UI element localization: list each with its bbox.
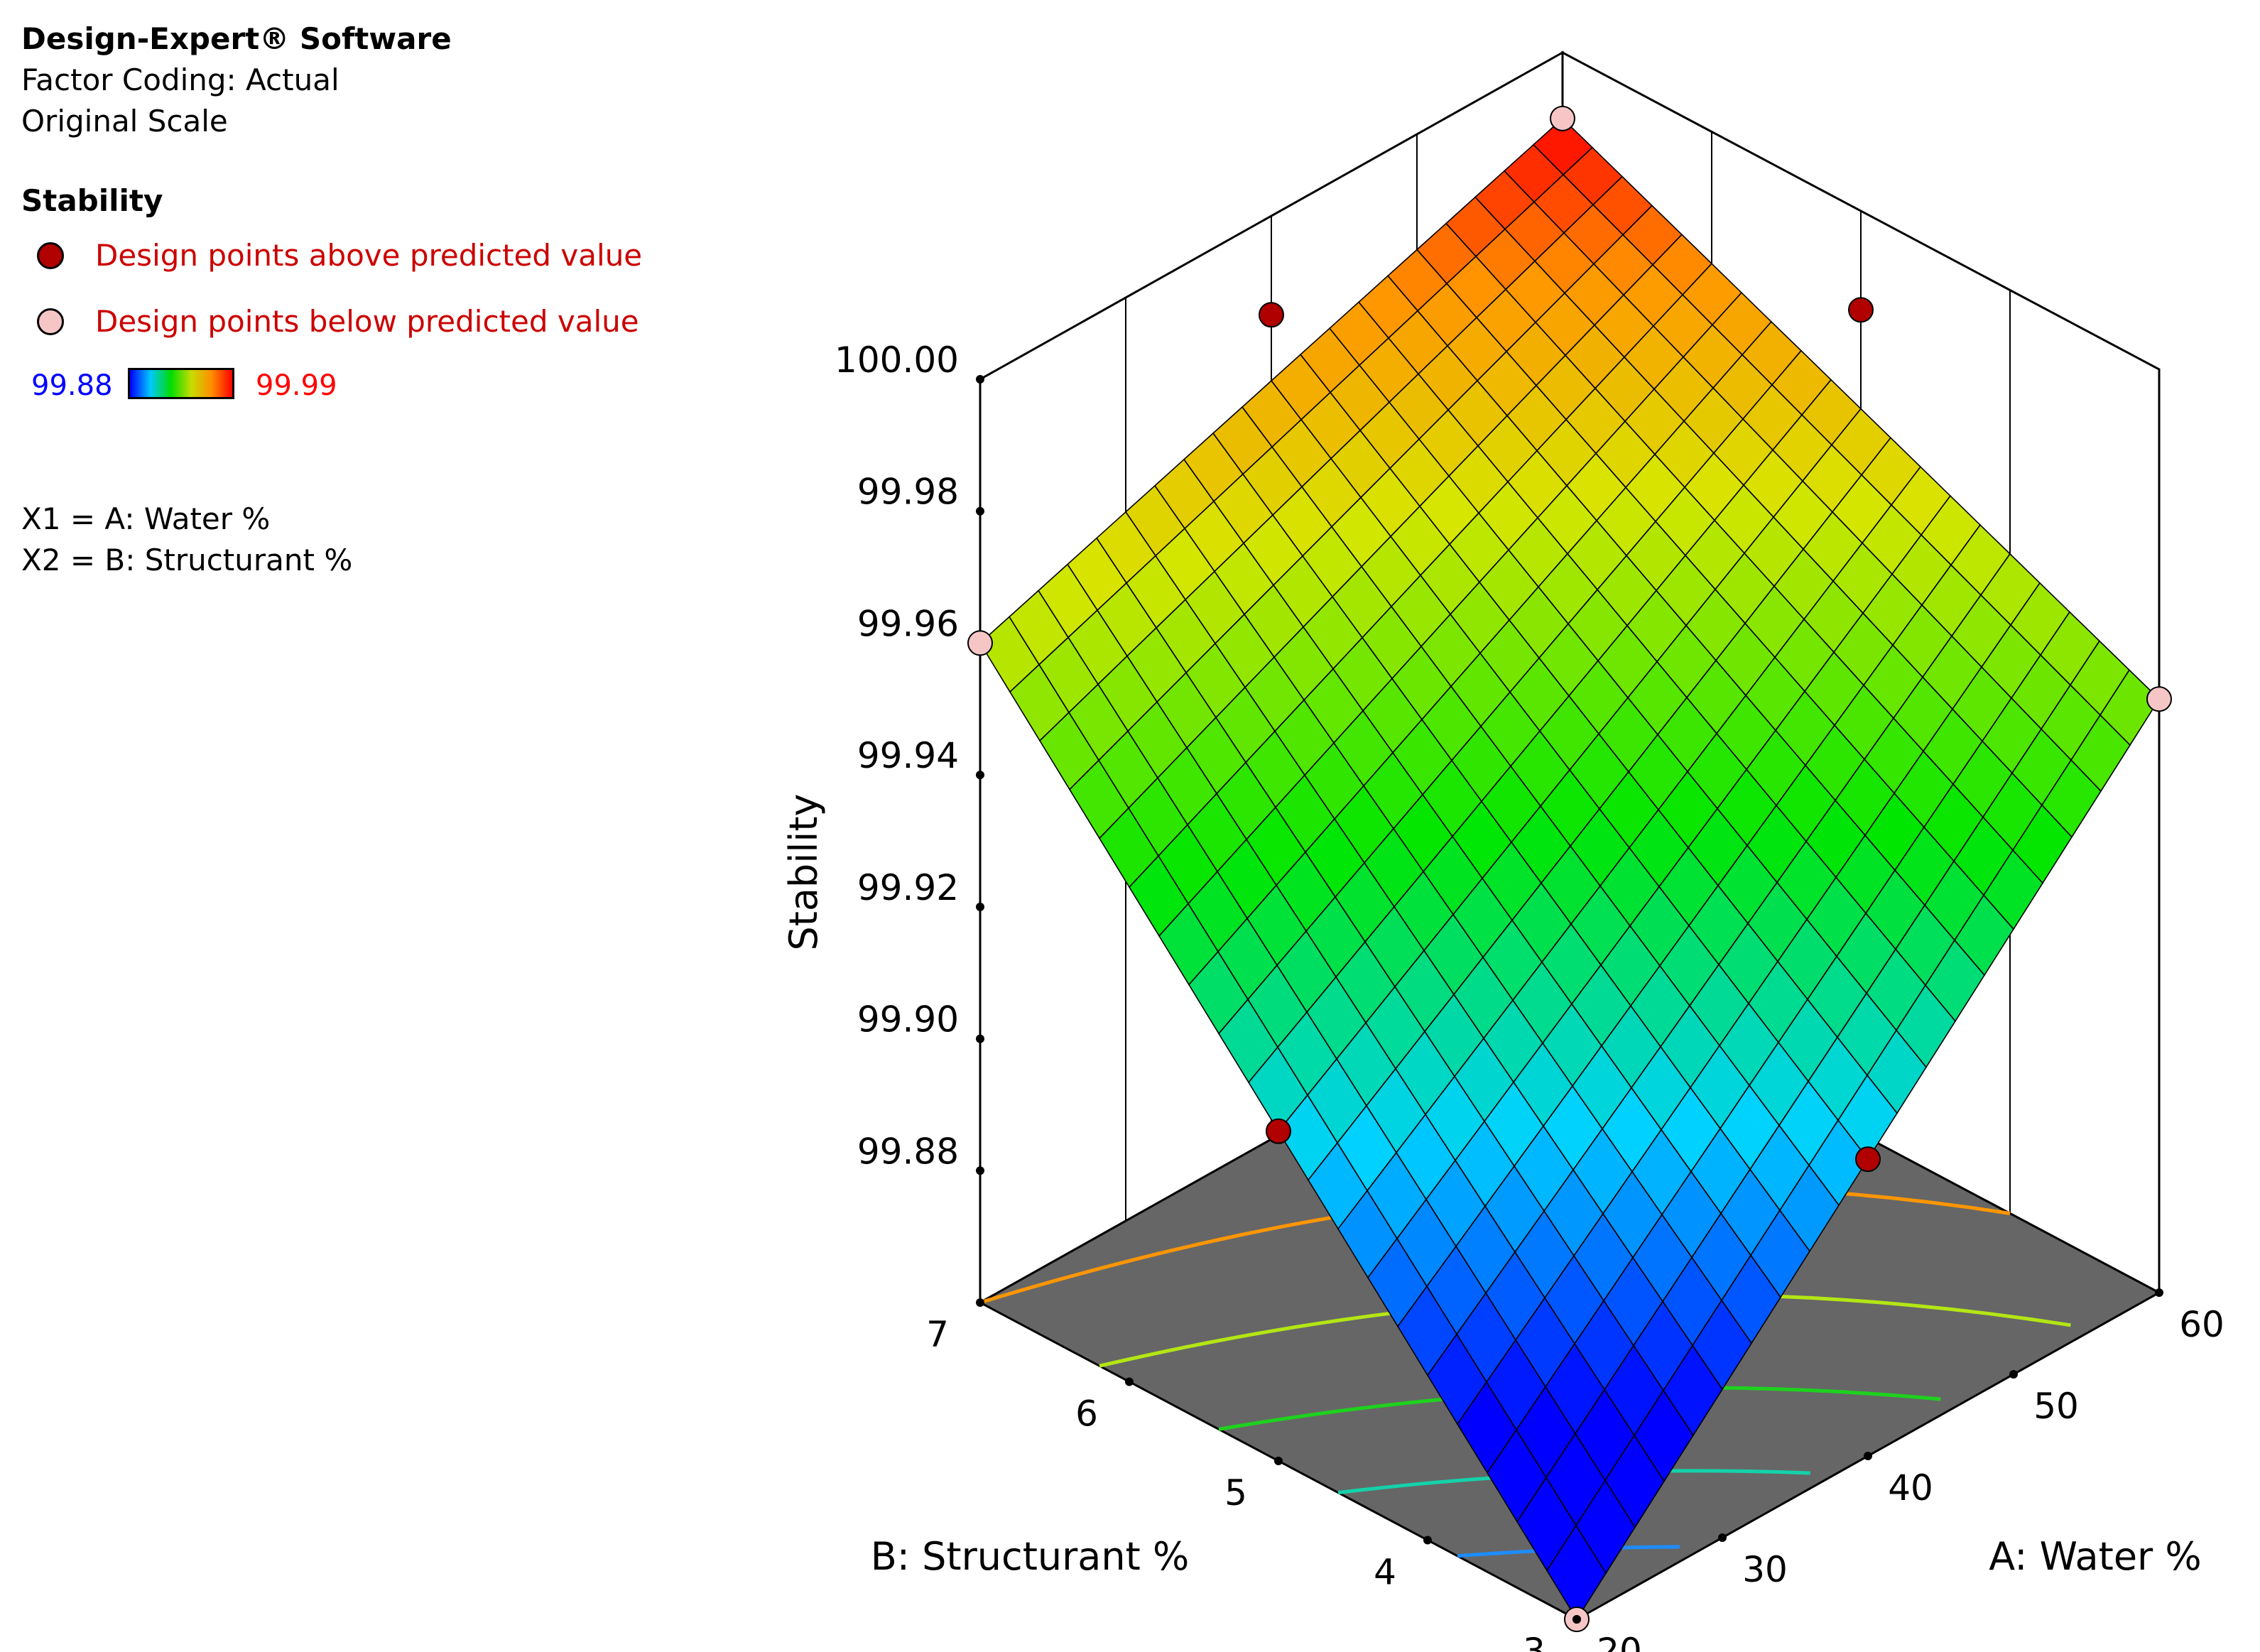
b-tick-label: 3 — [1523, 1631, 1545, 1652]
b-tick-label: 7 — [926, 1314, 949, 1355]
z-tick-label: 99.88 — [857, 1131, 959, 1172]
surface-cell — [1546, 1524, 1607, 1621]
b-tick-dot — [1125, 1377, 1134, 1386]
z-tick-dot — [976, 375, 984, 384]
a-tick-dot — [2155, 1288, 2163, 1297]
b-tick-dot — [976, 1298, 984, 1307]
z-tick-dot — [976, 771, 984, 780]
z-tick-dot — [976, 506, 984, 516]
factor-x1: X1 = A: Water % — [21, 501, 271, 536]
factor-coding-label: Factor Coding: Actual — [21, 63, 339, 97]
color-scale-min: 99.88 — [31, 369, 113, 402]
design-point-below — [967, 630, 993, 656]
design-point-above — [1266, 1118, 1291, 1144]
z-tick-label: 99.90 — [857, 999, 959, 1040]
a-tick-label: 60 — [2179, 1304, 2224, 1345]
b-tick-dot — [1274, 1457, 1283, 1465]
legend-below: Design points below predicted value — [37, 304, 639, 339]
a-tick-label: 20 — [1597, 1631, 1642, 1652]
b-tick-label: 5 — [1224, 1472, 1247, 1514]
z-tick-dot — [976, 1166, 984, 1175]
color-scale-bar — [128, 368, 234, 399]
response-name: Stability — [21, 183, 163, 218]
color-scale-max: 99.99 — [256, 369, 337, 402]
legend-above-label: Design points above predicted value — [95, 238, 643, 273]
b-tick-label: 6 — [1075, 1393, 1098, 1435]
z-tick-label: 99.96 — [857, 603, 959, 644]
a-tick-label: 30 — [1742, 1549, 1788, 1590]
a-tick-label: 50 — [2033, 1386, 2079, 1427]
b-tick-dot — [1572, 1615, 1581, 1624]
design-point-below — [2146, 686, 2172, 712]
legend-below-label: Design points below predicted value — [95, 304, 639, 339]
scale-label: Original Scale — [21, 104, 228, 138]
a-tick-label: 40 — [1888, 1467, 1933, 1509]
z-tick-dot — [976, 1034, 984, 1043]
design-point-above — [1259, 302, 1284, 328]
above-point-marker-icon — [37, 241, 64, 269]
b-tick-dot — [1423, 1536, 1432, 1545]
design-point-above — [1848, 297, 1874, 323]
design-point-above — [1855, 1146, 1881, 1173]
software-title: Design-Expert® Software — [21, 21, 452, 56]
a-tick-dot — [2009, 1370, 2018, 1379]
a-axis-label: A: Water % — [1989, 1534, 2201, 1579]
design-point-below — [1550, 105, 1575, 131]
below-point-marker-icon — [37, 308, 64, 335]
factor-x2: X2 = B: Structurant % — [21, 543, 353, 577]
a-tick-dot — [1864, 1452, 1872, 1460]
z-tick-label: 100.00 — [835, 339, 959, 381]
z-tick-label: 99.94 — [857, 735, 959, 776]
b-tick-label: 4 — [1374, 1552, 1396, 1593]
z-tick-label: 99.92 — [857, 867, 959, 908]
z-axis-label: Stability — [781, 794, 826, 951]
z-tick-dot — [976, 902, 984, 911]
legend-above: Design points above predicted value — [37, 238, 642, 273]
z-tick-label: 99.98 — [857, 472, 959, 513]
b-axis-label: B: Structurant % — [871, 1534, 1190, 1579]
a-tick-dot — [1718, 1533, 1727, 1542]
